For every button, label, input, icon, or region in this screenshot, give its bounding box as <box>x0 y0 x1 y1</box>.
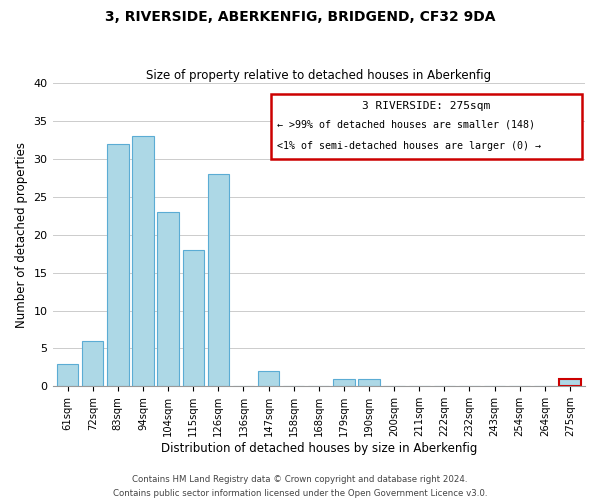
Text: ← >99% of detached houses are smaller (148): ← >99% of detached houses are smaller (1… <box>277 120 535 130</box>
Bar <box>82 341 103 386</box>
Bar <box>132 136 154 386</box>
Text: Contains HM Land Registry data © Crown copyright and database right 2024.
Contai: Contains HM Land Registry data © Crown c… <box>113 476 487 498</box>
Text: 3 RIVERSIDE: 275sqm: 3 RIVERSIDE: 275sqm <box>362 102 491 112</box>
Bar <box>333 379 355 386</box>
Y-axis label: Number of detached properties: Number of detached properties <box>15 142 28 328</box>
Text: <1% of semi-detached houses are larger (0) →: <1% of semi-detached houses are larger (… <box>277 141 541 151</box>
X-axis label: Distribution of detached houses by size in Aberkenfig: Distribution of detached houses by size … <box>161 442 477 455</box>
Text: 3, RIVERSIDE, ABERKENFIG, BRIDGEND, CF32 9DA: 3, RIVERSIDE, ABERKENFIG, BRIDGEND, CF32… <box>105 10 495 24</box>
Bar <box>208 174 229 386</box>
Bar <box>358 379 380 386</box>
Bar <box>157 212 179 386</box>
FancyBboxPatch shape <box>271 94 583 159</box>
Bar <box>182 250 204 386</box>
Bar <box>107 144 128 386</box>
Title: Size of property relative to detached houses in Aberkenfig: Size of property relative to detached ho… <box>146 69 491 82</box>
Bar <box>258 371 279 386</box>
Bar <box>57 364 78 386</box>
Bar <box>559 379 581 386</box>
